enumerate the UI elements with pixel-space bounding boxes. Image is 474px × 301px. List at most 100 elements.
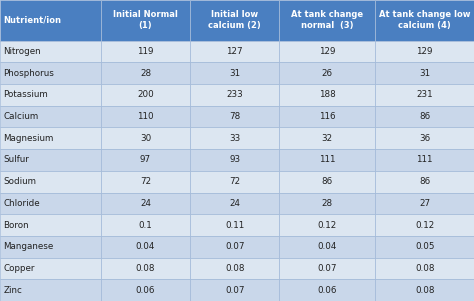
Bar: [0, 171, 101, 193]
Bar: [190, 127, 279, 149]
Text: 0.07: 0.07: [225, 242, 245, 251]
Bar: [0, 236, 101, 258]
Text: Magnesium: Magnesium: [3, 134, 54, 143]
Text: Phosphorus: Phosphorus: [3, 69, 54, 78]
Bar: [101, 62, 190, 84]
Text: 0.08: 0.08: [136, 264, 155, 273]
Bar: [0, 106, 101, 127]
Bar: [0, 279, 101, 301]
Bar: [101, 149, 190, 171]
Bar: [375, 258, 474, 279]
Text: 0.12: 0.12: [415, 221, 434, 230]
Text: Potassium: Potassium: [3, 90, 48, 99]
Text: 116: 116: [319, 112, 336, 121]
Text: 188: 188: [319, 90, 336, 99]
Bar: [279, 84, 375, 106]
Text: 31: 31: [419, 69, 430, 78]
Bar: [101, 193, 190, 214]
Bar: [279, 171, 375, 193]
Text: 0.11: 0.11: [225, 221, 244, 230]
Bar: [375, 62, 474, 84]
Bar: [0, 258, 101, 279]
Bar: [375, 214, 474, 236]
Bar: [190, 106, 279, 127]
Bar: [0, 193, 101, 214]
Bar: [279, 0, 375, 41]
Bar: [190, 214, 279, 236]
Text: 24: 24: [140, 199, 151, 208]
Bar: [101, 0, 190, 41]
Bar: [0, 84, 101, 106]
Text: 129: 129: [417, 47, 433, 56]
Bar: [375, 41, 474, 62]
Text: Sodium: Sodium: [3, 177, 36, 186]
Bar: [190, 193, 279, 214]
Bar: [190, 0, 279, 41]
Text: Initial low
calcium (2): Initial low calcium (2): [208, 10, 261, 30]
Text: 36: 36: [419, 134, 430, 143]
Bar: [375, 193, 474, 214]
Text: 28: 28: [322, 199, 333, 208]
Bar: [375, 171, 474, 193]
Text: 231: 231: [417, 90, 433, 99]
Text: Nutrient/ion: Nutrient/ion: [3, 16, 61, 25]
Text: 97: 97: [140, 156, 151, 164]
Text: Initial Normal
(1): Initial Normal (1): [113, 10, 178, 30]
Bar: [190, 84, 279, 106]
Text: 111: 111: [417, 156, 433, 164]
Text: 127: 127: [227, 47, 243, 56]
Text: 0.08: 0.08: [415, 286, 435, 295]
Text: 28: 28: [140, 69, 151, 78]
Bar: [279, 279, 375, 301]
Text: 111: 111: [319, 156, 336, 164]
Text: 72: 72: [140, 177, 151, 186]
Text: 0.06: 0.06: [136, 286, 155, 295]
Bar: [0, 214, 101, 236]
Text: 27: 27: [419, 199, 430, 208]
Text: Copper: Copper: [3, 264, 35, 273]
Text: 31: 31: [229, 69, 240, 78]
Text: 129: 129: [319, 47, 336, 56]
Bar: [0, 127, 101, 149]
Bar: [279, 41, 375, 62]
Bar: [101, 127, 190, 149]
Bar: [190, 279, 279, 301]
Text: 119: 119: [137, 47, 154, 56]
Bar: [190, 258, 279, 279]
Text: 233: 233: [226, 90, 243, 99]
Bar: [0, 0, 101, 41]
Bar: [279, 127, 375, 149]
Text: 0.08: 0.08: [415, 264, 435, 273]
Text: 0.05: 0.05: [415, 242, 435, 251]
Text: 86: 86: [322, 177, 333, 186]
Bar: [375, 84, 474, 106]
Bar: [375, 0, 474, 41]
Text: 0.08: 0.08: [225, 264, 245, 273]
Bar: [190, 41, 279, 62]
Text: Nitrogen: Nitrogen: [3, 47, 41, 56]
Bar: [190, 171, 279, 193]
Bar: [375, 149, 474, 171]
Bar: [375, 127, 474, 149]
Text: Manganese: Manganese: [3, 242, 54, 251]
Text: 32: 32: [322, 134, 333, 143]
Text: 110: 110: [137, 112, 154, 121]
Text: Sulfur: Sulfur: [3, 156, 29, 164]
Text: Boron: Boron: [3, 221, 29, 230]
Bar: [190, 149, 279, 171]
Bar: [190, 62, 279, 84]
Text: 0.07: 0.07: [225, 286, 245, 295]
Bar: [101, 84, 190, 106]
Bar: [279, 258, 375, 279]
Bar: [101, 106, 190, 127]
Text: Calcium: Calcium: [3, 112, 38, 121]
Text: 93: 93: [229, 156, 240, 164]
Text: 0.12: 0.12: [318, 221, 337, 230]
Text: 0.06: 0.06: [318, 286, 337, 295]
Bar: [375, 106, 474, 127]
Bar: [101, 279, 190, 301]
Bar: [101, 41, 190, 62]
Bar: [279, 214, 375, 236]
Bar: [101, 236, 190, 258]
Bar: [0, 62, 101, 84]
